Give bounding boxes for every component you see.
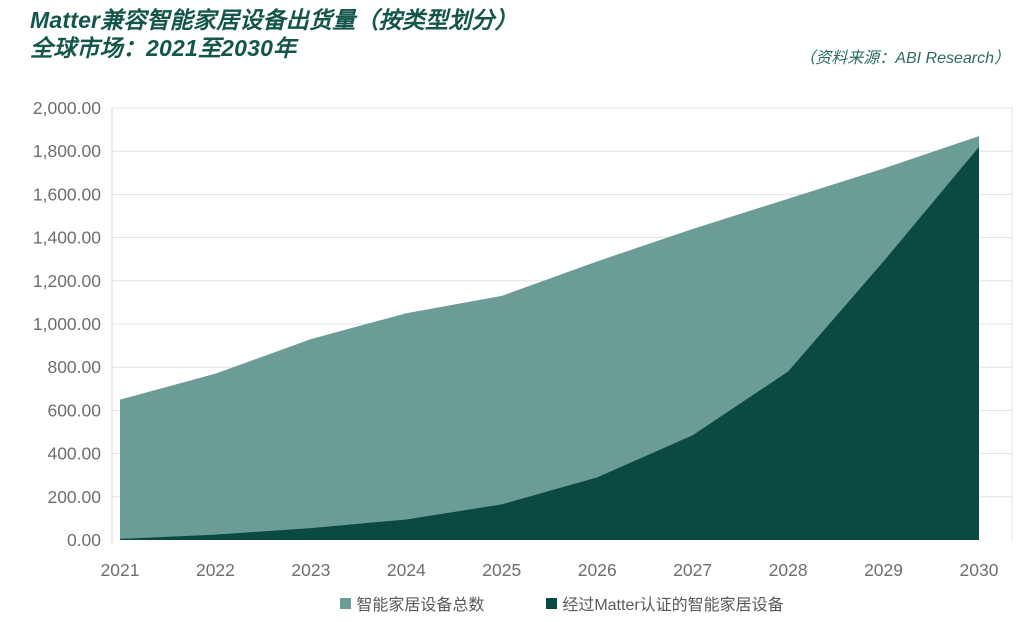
x-axis-label: 2021 <box>101 560 140 580</box>
x-axis-label: 2029 <box>864 560 903 580</box>
y-axis-label: 800.00 <box>47 357 101 377</box>
x-axis-label: 2023 <box>291 560 330 580</box>
chart-title-line1: Matter兼容智能家居设备出货量（按类型划分） <box>30 7 518 33</box>
x-axis-label: 2022 <box>196 560 235 580</box>
x-axis-label: 2026 <box>578 560 617 580</box>
x-axis-label: 2025 <box>482 560 521 580</box>
chart-legend: 智能家居设备总数 经过Matter认证的智能家居设备 <box>112 592 1012 614</box>
y-axis-label: 2,000.00 <box>33 98 101 118</box>
legend-label-total: 智能家居设备总数 <box>356 597 485 614</box>
y-axis-label: 600.00 <box>47 400 101 420</box>
legend-marker-total-icon <box>340 597 352 609</box>
legend-marker-certified-icon <box>546 597 558 609</box>
y-axis-label: 1,800.00 <box>33 141 101 161</box>
legend-label-certified: 经过Matter认证的智能家居设备 <box>562 597 784 614</box>
x-axis-label: 2030 <box>960 560 999 580</box>
area-series-certified <box>120 146 979 540</box>
y-axis-label: 1,200.00 <box>33 271 101 291</box>
y-axis-label: 1,000.00 <box>33 314 101 334</box>
chart-title-line2: 全球市场：2021至2030年 <box>30 35 297 61</box>
x-axis-label: 2028 <box>769 560 808 580</box>
data-source-note: （资料来源：ABI Research） <box>799 50 1010 67</box>
legend-item-total: 智能家居设备总数 <box>340 591 484 615</box>
legend-item-certified: 经过Matter认证的智能家居设备 <box>546 591 784 615</box>
chart-header: Matter兼容智能家居设备出货量（按类型划分） 全球市场：2021至2030年 <box>30 6 1000 62</box>
y-axis-label: 400.00 <box>47 444 101 464</box>
x-axis-label: 2024 <box>387 560 426 580</box>
y-axis-label: 200.00 <box>47 487 101 507</box>
y-axis-label: 1,400.00 <box>33 228 101 248</box>
y-axis-label: 0.00 <box>67 530 101 550</box>
x-axis-label: 2027 <box>673 560 712 580</box>
y-axis-label: 1,600.00 <box>33 184 101 204</box>
